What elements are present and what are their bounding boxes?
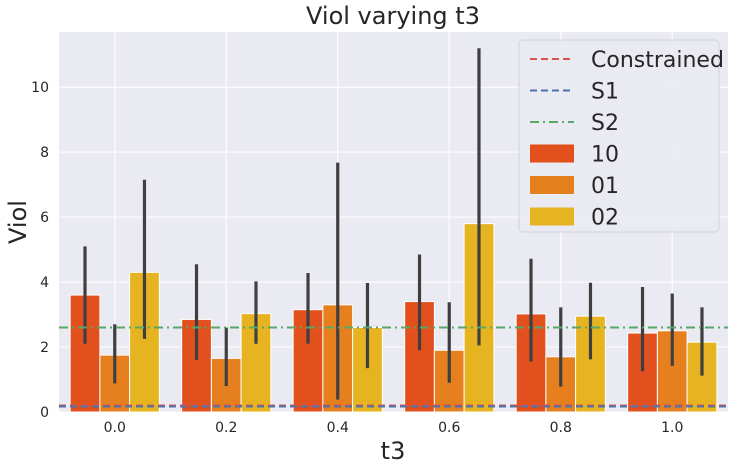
x-tick-label: 0.4 <box>327 420 349 436</box>
chart-title: Viol varying t3 <box>306 2 480 30</box>
legend-swatch-01 <box>530 176 574 194</box>
legend-label: S2 <box>591 111 619 136</box>
y-tick-label: 10 <box>31 80 49 96</box>
legend-swatch-10 <box>530 144 574 163</box>
reference-lines <box>59 326 728 408</box>
error-bars <box>83 48 704 400</box>
legend-label: 01 <box>591 174 619 199</box>
x-axis-ticks: 0.0 0.2 0.4 0.6 0.8 1.0 <box>104 420 684 436</box>
legend-label: 02 <box>591 206 619 231</box>
y-axis-ticks: 0 2 4 6 8 10 <box>31 80 49 421</box>
y-tick-label: 4 <box>40 275 49 291</box>
x-tick-label: 0.0 <box>104 420 126 436</box>
x-axis-label: t3 <box>381 437 406 465</box>
legend: Constrained S1 S2 10 01 02 <box>518 39 724 233</box>
x-tick-label: 1.0 <box>661 420 683 436</box>
legend-swatch-02 <box>530 207 574 226</box>
y-tick-label: 2 <box>40 340 49 356</box>
x-tick-label: 0.6 <box>438 420 460 436</box>
legend-label: S1 <box>591 80 619 105</box>
x-tick-label: 0.2 <box>215 420 237 436</box>
x-tick-label: 0.8 <box>550 420 572 436</box>
legend-label: Constrained <box>591 48 724 73</box>
y-tick-label: 0 <box>40 405 49 421</box>
legend-label: 10 <box>591 143 619 168</box>
y-tick-label: 8 <box>40 145 49 161</box>
y-tick-label: 6 <box>40 210 49 226</box>
y-axis-label: Viol <box>4 200 32 244</box>
